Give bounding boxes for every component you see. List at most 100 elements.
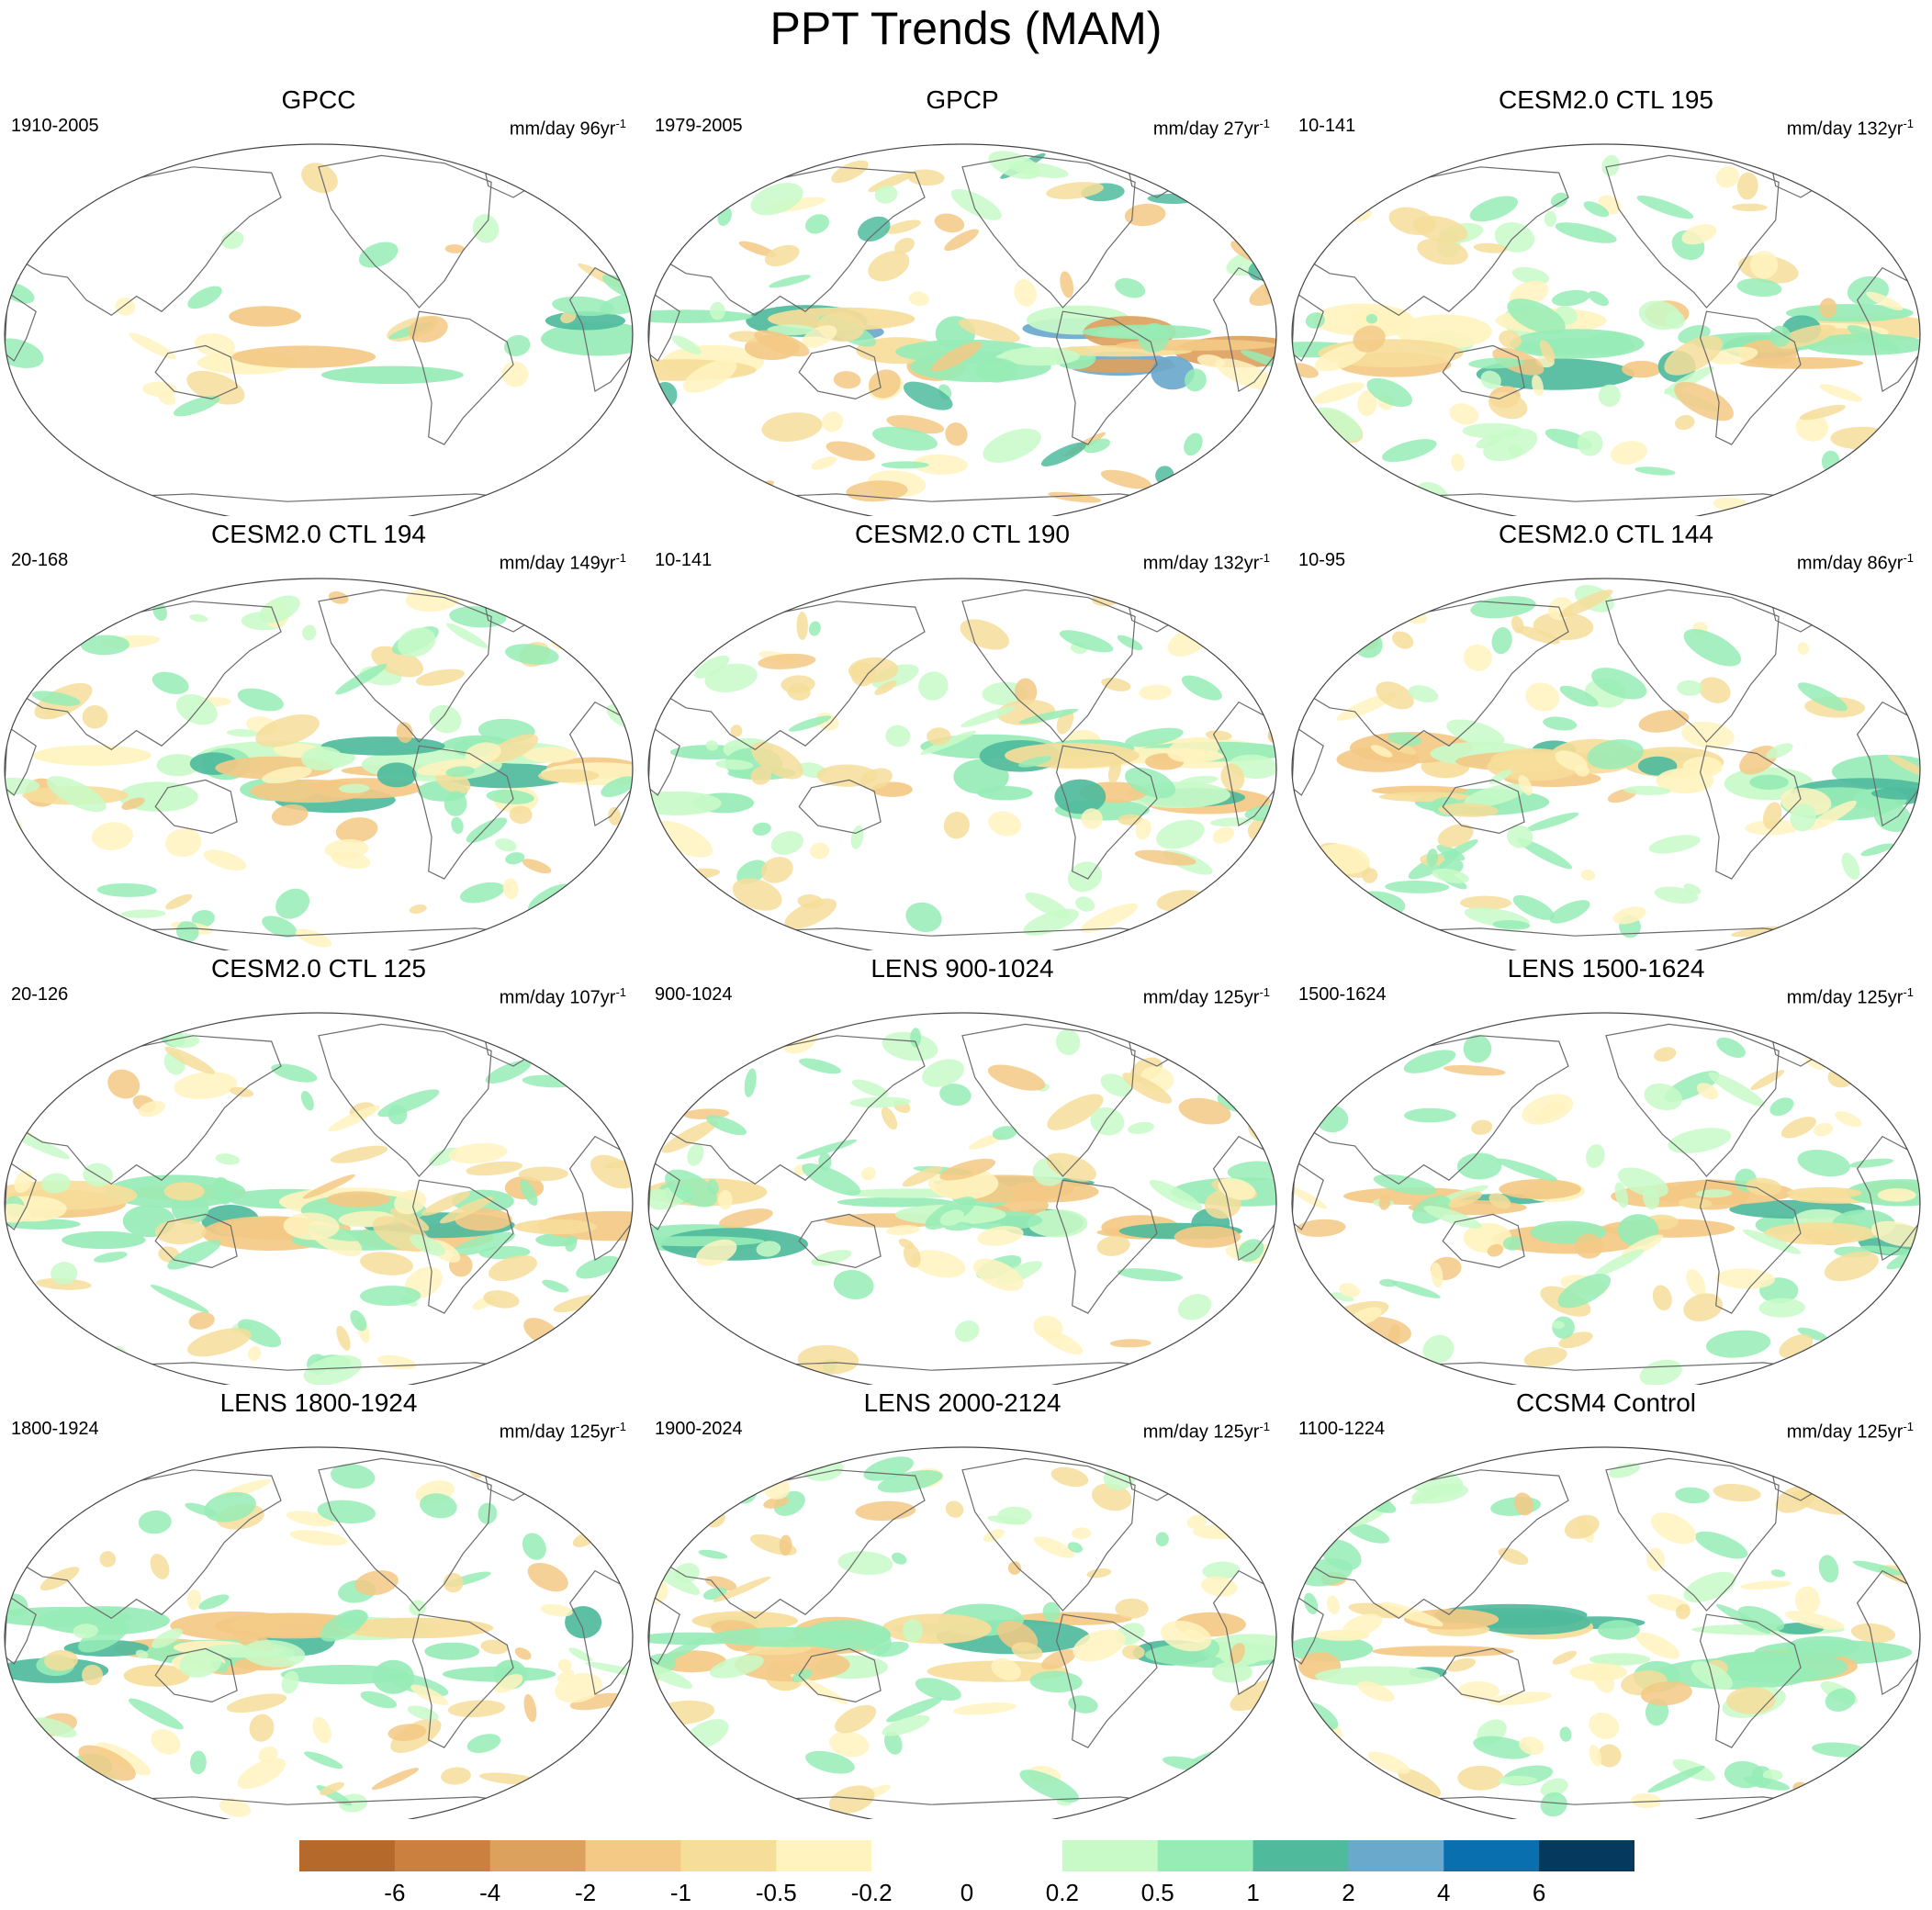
wet-trend-patch bbox=[1125, 727, 1184, 747]
australia-outline bbox=[798, 779, 882, 835]
wet-trend-patch bbox=[1797, 682, 1848, 712]
wet-trend-patch bbox=[1790, 803, 1816, 832]
dry-trend-patch bbox=[912, 454, 968, 475]
dry-trend-patch bbox=[1780, 1117, 1816, 1139]
map-border bbox=[647, 1446, 1277, 1819]
dry-trend-patch bbox=[1597, 1744, 1622, 1768]
wet-trend-patch bbox=[568, 1647, 593, 1662]
north-america-outline bbox=[318, 1023, 492, 1177]
dry-trend-patch bbox=[1824, 1251, 1879, 1282]
map-panel: CESM2.0 CTL 144 10-95 mm/day 86yr-1 bbox=[1289, 519, 1923, 950]
dry-trend-patch bbox=[186, 1328, 252, 1357]
dry-trend-patch bbox=[1139, 684, 1172, 701]
dry-trend-patch bbox=[1357, 389, 1377, 417]
wet-trend-patch bbox=[881, 461, 929, 469]
wet-trend-patch bbox=[1155, 1532, 1169, 1546]
wet-trend-patch bbox=[120, 909, 166, 918]
dry-trend-patch bbox=[1046, 182, 1104, 199]
dry-trend-patch bbox=[1047, 1094, 1104, 1130]
wet-trend-patch bbox=[320, 1609, 367, 1642]
dry-trend-patch bbox=[1156, 890, 1207, 912]
colorbar-swatch bbox=[489, 1840, 587, 1871]
wet-trend-patch bbox=[811, 1250, 852, 1266]
wet-trend-patch bbox=[837, 1197, 953, 1208]
dry-trend-patch bbox=[1327, 1595, 1340, 1615]
panel-period: 900-1024 bbox=[655, 984, 733, 1005]
dry-trend-patch bbox=[1715, 166, 1739, 188]
dry-trend-patch bbox=[538, 769, 600, 783]
dry-trend-patch bbox=[1215, 358, 1276, 390]
dry-trend-patch bbox=[1312, 382, 1365, 404]
dry-trend-patch bbox=[1305, 915, 1344, 947]
wet-trend-patch bbox=[1550, 192, 1568, 208]
dry-trend-patch bbox=[1248, 1116, 1276, 1142]
panel-units: mm/day 125yr-1 bbox=[1142, 985, 1270, 1008]
dry-trend-patch bbox=[61, 1783, 122, 1813]
dry-trend-patch bbox=[1449, 403, 1479, 425]
map-border bbox=[647, 578, 1277, 950]
dry-trend-patch bbox=[1860, 472, 1880, 488]
dry-trend-patch bbox=[826, 441, 875, 461]
dry-trend-patch bbox=[1134, 849, 1196, 866]
wet-trend-patch bbox=[73, 1624, 98, 1639]
dry-trend-patch bbox=[704, 1576, 737, 1591]
dry-trend-patch bbox=[468, 1460, 485, 1478]
wet-trend-patch bbox=[1540, 1792, 1567, 1817]
dry-trend-patch bbox=[1124, 203, 1166, 227]
map-panel: CESM2.0 CTL 125 20-126 mm/day 107yr-1 bbox=[2, 953, 635, 1385]
dry-trend-patch bbox=[150, 1553, 170, 1579]
dry-trend-patch bbox=[1850, 1623, 1896, 1643]
dry-trend-patch bbox=[1564, 1514, 1600, 1539]
wet-trend-patch bbox=[681, 1065, 711, 1089]
dry-trend-patch bbox=[5, 1121, 32, 1136]
dry-trend-patch bbox=[1559, 590, 1613, 618]
colorbar-swatch bbox=[680, 1840, 777, 1871]
wet-trend-patch bbox=[1648, 835, 1701, 854]
dry-trend-patch bbox=[165, 893, 193, 910]
wet-trend-patch bbox=[1017, 756, 1052, 768]
dry-trend-patch bbox=[881, 1107, 898, 1130]
dry-trend-patch bbox=[248, 1345, 262, 1362]
wet-trend-patch bbox=[859, 1627, 892, 1656]
north-america-outline bbox=[961, 154, 1136, 309]
wet-trend-patch bbox=[694, 655, 730, 679]
south-america-outline bbox=[1699, 745, 1802, 880]
wet-trend-patch bbox=[1211, 1789, 1232, 1807]
dry-trend-patch bbox=[1398, 1768, 1442, 1798]
wet-trend-patch bbox=[1404, 1107, 1456, 1123]
wet-trend-patch bbox=[1860, 843, 1894, 857]
dry-trend-patch bbox=[1460, 895, 1511, 910]
dry-trend-patch bbox=[513, 1219, 598, 1235]
dry-trend-patch bbox=[1612, 906, 1646, 925]
north-america-outline bbox=[961, 1457, 1136, 1612]
dry-trend-patch bbox=[911, 1250, 966, 1278]
dry-trend-patch bbox=[1292, 1186, 1328, 1209]
wet-trend-patch bbox=[527, 883, 575, 916]
dry-trend-patch bbox=[1580, 869, 1596, 881]
panel-units: mm/day 132yr-1 bbox=[1786, 117, 1914, 140]
dry-trend-patch bbox=[796, 612, 808, 641]
dry-trend-patch bbox=[1710, 346, 1758, 365]
dry-trend-patch bbox=[1533, 1101, 1566, 1122]
australia-outline bbox=[798, 1213, 882, 1269]
dry-trend-patch bbox=[1675, 415, 1695, 431]
wet-trend-patch bbox=[1040, 442, 1086, 466]
wet-trend-patch bbox=[750, 183, 803, 216]
wet-trend-patch bbox=[151, 1285, 209, 1313]
wet-trend-patch bbox=[1411, 1483, 1468, 1504]
panel-title: LENS 1500-1624 bbox=[1507, 954, 1705, 983]
wet-trend-patch bbox=[1230, 913, 1245, 928]
dry-trend-patch bbox=[1631, 1792, 1661, 1809]
wet-trend-patch bbox=[505, 644, 559, 665]
wet-trend-patch bbox=[902, 1619, 924, 1643]
dry-trend-patch bbox=[405, 587, 460, 612]
dry-trend-patch bbox=[868, 369, 901, 399]
north-america-outline bbox=[318, 154, 492, 309]
wet-trend-patch bbox=[281, 1670, 299, 1694]
dry-trend-patch bbox=[1230, 1343, 1264, 1373]
dry-trend-patch bbox=[121, 797, 145, 810]
map-border bbox=[647, 143, 1277, 516]
wet-trend-patch bbox=[1517, 837, 1572, 870]
panel-period: 1979-2005 bbox=[655, 116, 743, 136]
dry-trend-patch bbox=[983, 1529, 1005, 1543]
